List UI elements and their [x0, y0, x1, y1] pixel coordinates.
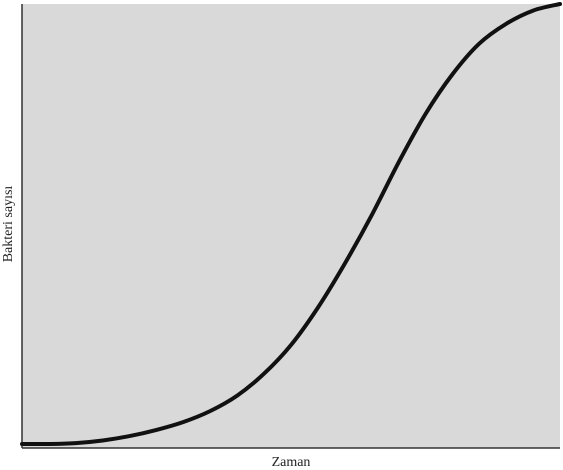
- x-axis-label: Zaman: [272, 455, 311, 470]
- growth-curve-line: [20, 2, 562, 447]
- y-axis-label: Bakteri sayısı: [1, 186, 16, 263]
- plot-area: [22, 4, 560, 448]
